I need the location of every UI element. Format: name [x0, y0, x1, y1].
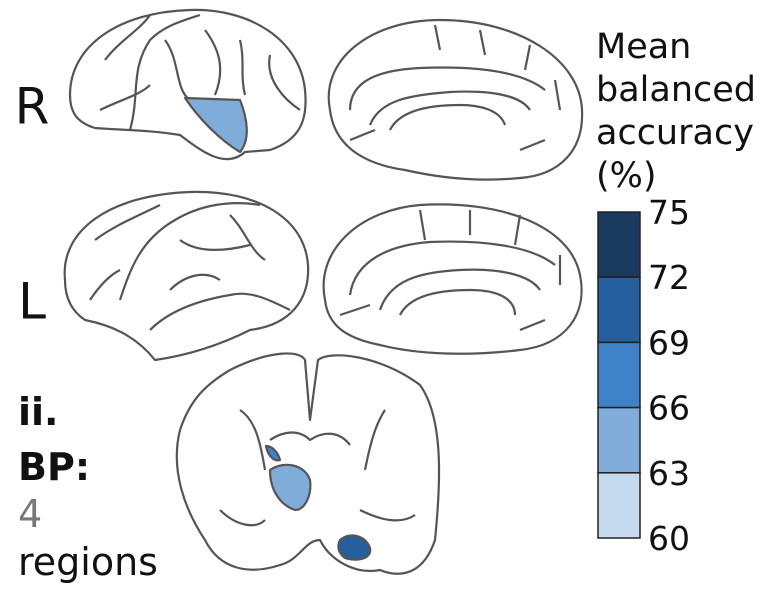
colorbar-bin	[597, 472, 641, 539]
colorbar-bin	[597, 341, 641, 409]
panel-label: ii.	[18, 390, 59, 434]
brain-right-lateral	[68, 8, 307, 161]
panel-count: 4	[18, 492, 42, 536]
brain-left-medial	[322, 203, 583, 355]
legend-title: Mean	[596, 27, 691, 67]
panel-unit: regions	[18, 540, 158, 584]
panel-method: BP:	[18, 445, 90, 489]
colorbar-tick-label: 66	[648, 389, 690, 428]
legend-title: accuracy	[596, 113, 754, 153]
colorbar-bin	[597, 276, 641, 344]
colorbar-bin	[597, 406, 641, 474]
legend-title: balanced	[596, 70, 756, 110]
hemisphere-label: R	[15, 78, 50, 136]
colorbar-tick-label: 75	[648, 193, 690, 232]
colorbar-tick-label: 63	[648, 454, 690, 493]
brain-coronal	[175, 352, 441, 575]
brain-right-medial	[327, 18, 584, 181]
legend-title: (%)	[596, 156, 657, 196]
colorbar-bin	[597, 211, 641, 278]
brain-left-lateral	[63, 190, 310, 362]
colorbar-tick-label: 72	[648, 258, 690, 297]
colorbar-tick-label: 69	[648, 323, 690, 362]
hemisphere-label: L	[18, 273, 46, 331]
colorbar-tick-label: 60	[648, 519, 690, 558]
